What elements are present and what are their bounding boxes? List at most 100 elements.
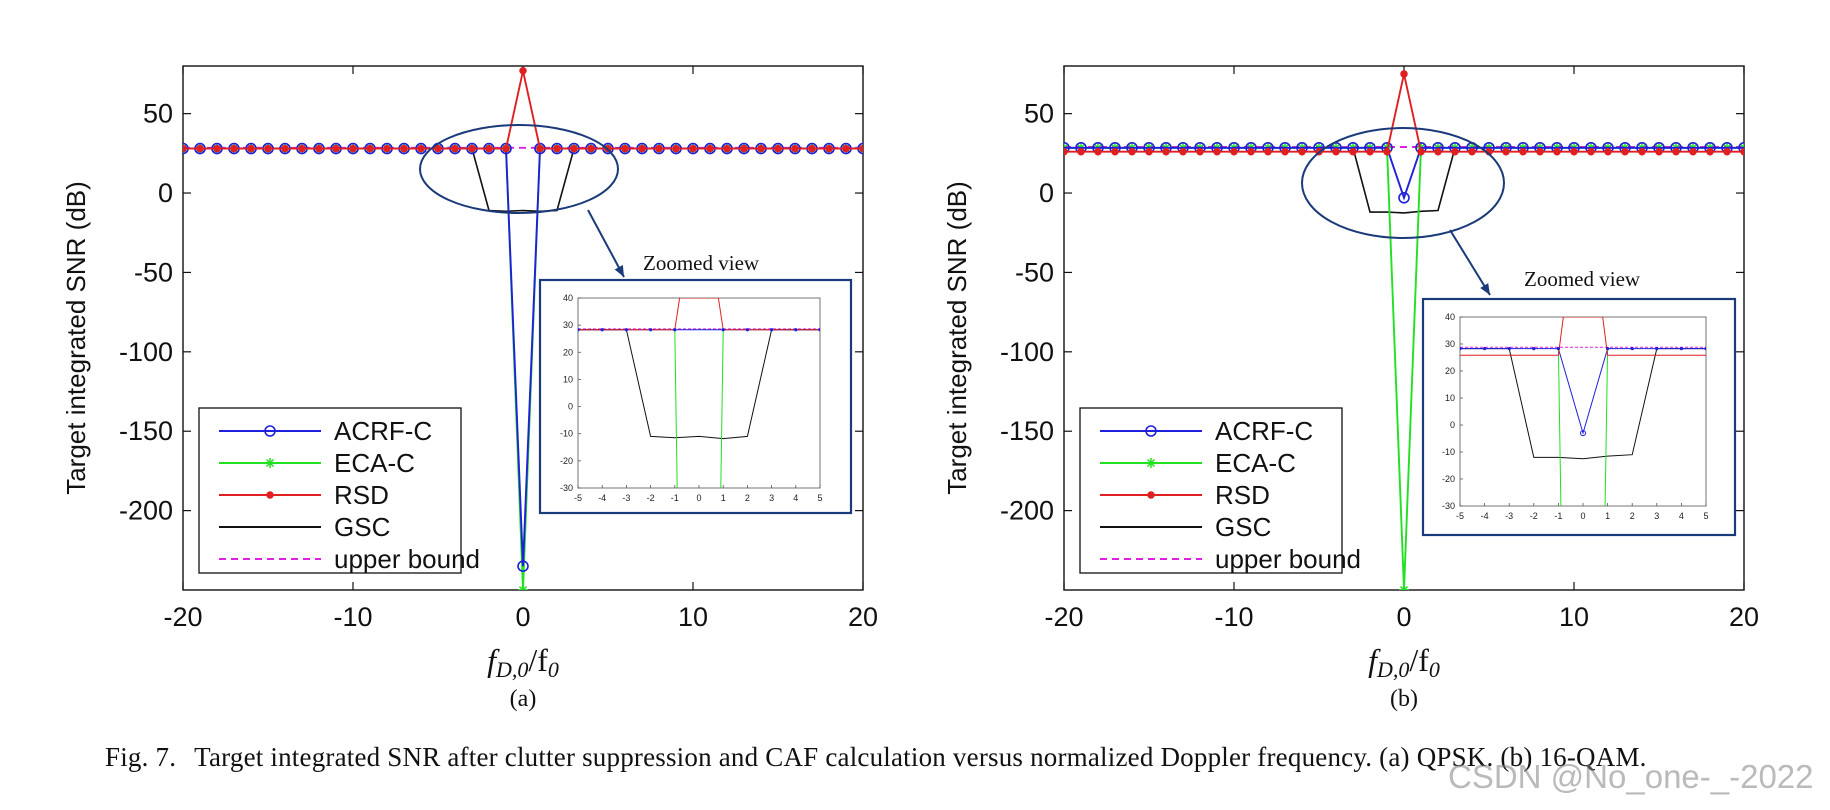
rsd-marker — [1689, 147, 1697, 156]
x-axis-label: fD,0/f0 — [487, 642, 559, 682]
rsd-marker — [1247, 147, 1255, 156]
inset-y-tick-label: 40 — [1445, 312, 1455, 322]
inset-x-tick-label: -1 — [671, 493, 679, 503]
rsd-marker — [638, 144, 646, 153]
rsd-marker — [1553, 147, 1561, 156]
zoom-arrow-head — [1480, 283, 1490, 295]
rsd-marker — [706, 144, 714, 153]
eca-c-marker-stroke — [1064, 143, 1069, 149]
rsd-marker — [264, 144, 272, 153]
rsd-marker — [315, 144, 323, 153]
rsd-marker — [213, 144, 221, 153]
rsd-marker — [417, 144, 425, 153]
panel-label: (b) — [1390, 686, 1418, 712]
inset-x-tick-label: 3 — [1654, 511, 1659, 521]
rsd-marker — [859, 144, 863, 153]
eca-c-marker-stroke — [521, 585, 528, 590]
x-tick-label: -10 — [1214, 602, 1253, 632]
x-tick-label: -20 — [163, 602, 202, 632]
y-axis-label: Target integrated SNR (dB) — [942, 181, 972, 495]
rsd-marker — [825, 144, 833, 153]
rsd-marker — [774, 144, 782, 153]
inset-x-tick-label: 1 — [721, 493, 726, 503]
x-axis-label-part: D,0 — [1376, 657, 1409, 682]
rsd-marker — [808, 144, 816, 153]
x-axis-label: fD,0/f0 — [1368, 642, 1440, 682]
rsd-marker — [1147, 491, 1155, 499]
y-tick-label: -200 — [1000, 496, 1054, 526]
eca-c-marker — [518, 585, 528, 590]
inset-acrf-c-marker — [1532, 346, 1536, 351]
acrf-c-marker — [264, 425, 276, 437]
rsd-marker — [740, 144, 748, 153]
inset-line-eca-c — [720, 329, 724, 488]
inset-y-tick-label: 0 — [568, 402, 573, 412]
inset-line-rsd — [578, 298, 820, 331]
inset-acrf-c-marker — [721, 328, 725, 332]
rsd-marker — [502, 144, 510, 153]
rsd-marker — [1655, 147, 1663, 156]
rsd-marker — [1281, 147, 1289, 156]
series-line-rsd — [183, 70, 863, 150]
inset-y-tick-label: 20 — [563, 347, 573, 357]
inset-x-tick-label: -1 — [1554, 511, 1562, 521]
inset-acrf-c-marker — [1655, 346, 1659, 351]
acrf-c-marker — [1398, 191, 1410, 204]
x-axis-label-part: 0 — [1429, 657, 1440, 682]
zoom-ellipse — [1301, 127, 1505, 239]
rsd-marker — [266, 491, 274, 499]
rsd-marker — [1604, 147, 1612, 156]
inset-y-tick-label: -10 — [1442, 447, 1455, 457]
inset-y-tick-label: 0 — [1450, 420, 1455, 430]
series-line-gsc — [183, 147, 863, 213]
y-tick-label: 0 — [1039, 178, 1054, 208]
acrf-c-marker — [1145, 425, 1157, 437]
x-tick-label: 0 — [515, 602, 530, 632]
rsd-marker — [519, 67, 527, 75]
rsd-marker — [587, 144, 595, 153]
rsd-marker — [1298, 147, 1306, 156]
legend-box — [1079, 407, 1343, 574]
zoom-ellipse — [419, 124, 619, 214]
x-tick-label: 20 — [1729, 602, 1759, 632]
inset-y-tick-label: 20 — [1445, 366, 1455, 376]
rsd-marker — [1706, 147, 1714, 156]
inset-acrf-c-marker — [1483, 346, 1487, 351]
rsd-marker — [1230, 147, 1238, 156]
rsd-marker — [1064, 147, 1068, 156]
y-tick-label: -100 — [119, 337, 173, 367]
rsd-marker — [621, 144, 629, 153]
inset-acrf-c-marker — [578, 328, 580, 332]
panel-label: (a) — [510, 686, 537, 712]
rsd-marker — [1111, 147, 1119, 156]
inset-line-gsc — [1460, 348, 1706, 460]
rsd-marker — [723, 144, 731, 153]
y-tick-label: 50 — [143, 99, 173, 129]
rsd-marker — [1570, 147, 1578, 156]
inset-x-tick-label: -4 — [1481, 511, 1489, 521]
legend-label: RSD — [334, 480, 389, 510]
rsd-marker — [1468, 147, 1476, 156]
inset-y-tick-label: -30 — [1442, 501, 1455, 511]
x-tick-label: -10 — [333, 602, 372, 632]
inset-x-tick-label: 5 — [1703, 511, 1708, 521]
rsd-marker — [196, 144, 204, 153]
inset-y-tick-label: 40 — [563, 293, 573, 303]
series-line-gsc — [1064, 147, 1744, 214]
rsd-marker — [366, 144, 374, 153]
rsd-marker — [1145, 147, 1153, 156]
rsd-marker — [757, 144, 765, 153]
inset-y-tick-label: 30 — [1445, 339, 1455, 349]
caption-label: Fig. 7. — [105, 742, 177, 772]
inset-x-tick-label: 3 — [769, 493, 774, 503]
eca-c-marker-stroke — [265, 458, 275, 468]
inset-acrf-c-marker — [1679, 346, 1683, 351]
inset-y-tick-label: 10 — [1445, 393, 1455, 403]
rsd-marker — [1162, 147, 1170, 156]
y-tick-label: 50 — [1024, 99, 1054, 129]
inset-x-tick-label: 4 — [1679, 511, 1684, 521]
inset-plot-area — [1459, 316, 1707, 507]
rsd-marker — [332, 144, 340, 153]
